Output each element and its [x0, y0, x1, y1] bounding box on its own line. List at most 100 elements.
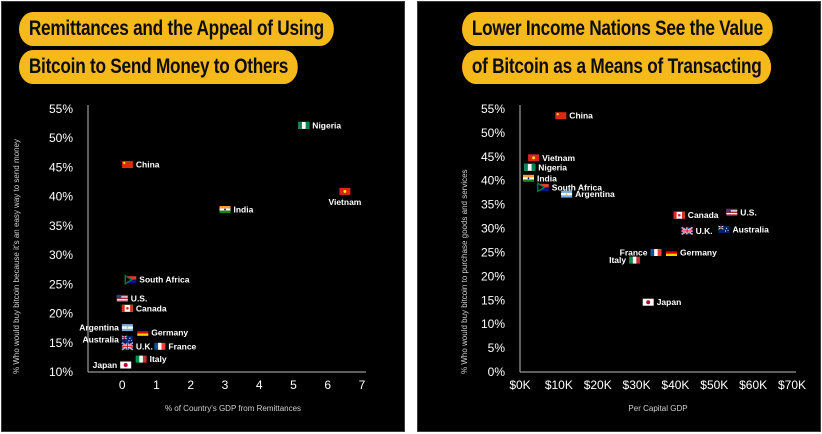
right-x-tick-label: $10K — [545, 378, 573, 392]
point-label: Italy — [609, 255, 626, 265]
germany-flag-icon — [666, 249, 677, 256]
right-y-tick-label: 30% — [481, 222, 505, 236]
right-scatter-plot: 0% 5% 10% 15% 20% 25% 30% 35% 40% 45% 50% 55% $0K $10… — [481, 102, 806, 392]
us-point: U.S. — [116, 293, 147, 303]
point-label: France — [168, 341, 196, 351]
india-flag-icon — [219, 206, 231, 213]
point-label: Nigeria — [538, 162, 567, 172]
nigeria-flag-icon — [524, 163, 536, 171]
right-title-line1: Lower Income Nations See the Value — [462, 12, 773, 46]
japan-flag-icon — [642, 298, 654, 306]
right-y-tick-label: 5% — [488, 341, 506, 355]
point-label: South Africa — [139, 275, 189, 285]
canada-flag-icon — [673, 211, 685, 219]
point-label: Canada — [136, 303, 167, 313]
uk-flag-icon — [121, 342, 134, 351]
china-flag-icon — [121, 161, 133, 168]
point-label: Vietnam — [542, 153, 575, 163]
italy-point: Italy — [609, 255, 641, 265]
us-flag-icon — [726, 208, 738, 216]
left-y-tick-label: 30% — [49, 248, 73, 262]
point-label: Australia — [83, 334, 120, 344]
left-scatter-plot: 10% 15% 20% 25% 30% 35% 40% 45% 50% 55% 0 1 2 3 4 5 6 7 Ni… — [49, 102, 366, 392]
point-label: U.S. — [740, 207, 757, 217]
us-point: U.S. — [726, 207, 757, 217]
south-africa-flag-icon — [124, 274, 137, 285]
right-y-tick-label: 50% — [481, 126, 505, 140]
india-flag-icon — [523, 174, 534, 182]
japan-point: Japan — [642, 297, 682, 307]
nigeria-point: Nigeria — [524, 162, 567, 172]
south-africa-point: South Africa — [124, 274, 190, 285]
left-x-tick-label: 6 — [324, 378, 331, 392]
left-y-tick-label: 10% — [49, 365, 73, 379]
nigeria-flag-icon — [298, 121, 310, 129]
france-flag-icon — [650, 249, 662, 256]
australia-flag-icon — [718, 225, 730, 233]
point-label: Nigeria — [312, 120, 341, 130]
left-y-tick-label: 25% — [49, 277, 73, 291]
uk-point: U.K. — [121, 341, 153, 351]
left-chart-panel: Remittances and the Appeal of Using Bitc… — [1, 1, 405, 432]
nigeria-point: Nigeria — [298, 120, 341, 130]
china-point: China — [121, 160, 160, 170]
vietnam-flag-icon — [339, 187, 351, 195]
point-label: Argentina — [79, 323, 119, 333]
left-title-line1: Remittances and the Appeal of Using — [19, 12, 334, 46]
left-y-tick-label: 40% — [49, 190, 73, 204]
right-x-tick-label: $60K — [739, 378, 767, 392]
italy-flag-icon — [629, 256, 641, 264]
italy-flag-icon — [135, 355, 147, 363]
italy-point: Italy — [135, 354, 167, 364]
right-y-tick-label: 0% — [488, 365, 506, 379]
point-label: Japan — [657, 297, 682, 307]
us-flag-icon — [116, 294, 128, 302]
point-label: Japan — [93, 360, 118, 370]
point-label: Vietnam — [328, 197, 361, 207]
left-x-tick-label: 7 — [359, 378, 366, 392]
right-y-tick-label: 10% — [481, 317, 505, 331]
france-point: France — [620, 248, 662, 258]
vietnam-flag-icon — [528, 154, 540, 162]
right-y-tick-label: 25% — [481, 245, 505, 259]
argentina-point: Argentina — [561, 189, 615, 199]
point-label: U.K. — [136, 341, 153, 351]
germany-flag-icon — [137, 328, 149, 336]
right-y-axis-label: % Who would buy bitcoin to purchase good… — [460, 169, 469, 374]
uk-point: U.K. — [681, 226, 713, 236]
right-x-tick-label: $0K — [509, 378, 530, 392]
left-y-tick-label: 35% — [49, 219, 73, 233]
right-chart-panel: Lower Income Nations See the Value of Bi… — [417, 1, 821, 432]
japan-point: Japan — [93, 360, 132, 370]
left-x-tick-label: 1 — [153, 378, 160, 392]
left-x-tick-label: 5 — [290, 378, 297, 392]
point-label: India — [234, 205, 254, 215]
uk-flag-icon — [681, 226, 693, 235]
china-flag-icon — [555, 112, 567, 120]
right-x-tick-label: $50K — [700, 378, 728, 392]
right-y-tick-label: 45% — [481, 150, 505, 164]
left-y-axis-label: % Who would buy bitcoin because it's an … — [12, 139, 21, 374]
left-x-tick-label: 2 — [187, 378, 194, 392]
point-label: Canada — [688, 210, 719, 220]
right-x-tick-label: $70K — [778, 378, 806, 392]
france-flag-icon — [154, 342, 166, 350]
point-label: Australia — [733, 225, 770, 235]
argentina-flag-icon — [561, 190, 573, 198]
right-y-tick-label: 55% — [481, 102, 505, 116]
left-x-tick-label: 0 — [119, 378, 126, 392]
left-x-tick-label: 4 — [256, 378, 263, 392]
right-y-tick-label: 35% — [481, 198, 505, 212]
right-y-tick-label: 40% — [481, 174, 505, 188]
point-label: China — [569, 111, 593, 121]
canada-point: Canada — [673, 210, 719, 220]
left-y-tick-label: 45% — [49, 160, 73, 174]
left-y-tick-label: 20% — [49, 307, 73, 321]
south-africa-flag-icon — [537, 182, 549, 193]
left-x-tick-label: 3 — [222, 378, 229, 392]
right-x-tick-label: $30K — [623, 378, 651, 392]
point-label: U.K. — [696, 226, 713, 236]
india-point: India — [523, 173, 557, 183]
right-x-axis-label: Per Capital GDP — [628, 404, 688, 413]
point-label: France — [620, 248, 648, 258]
